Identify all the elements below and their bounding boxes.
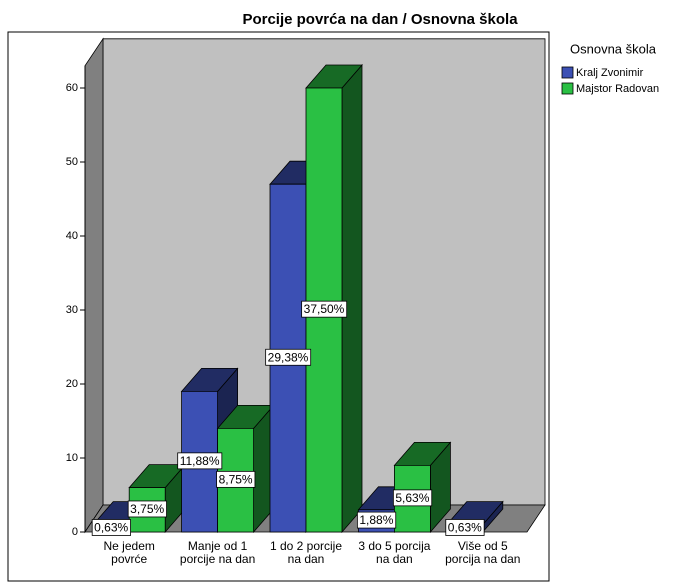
left-wall xyxy=(84,37,104,534)
legend-label: Kralj Zvonimir xyxy=(576,67,644,79)
value-label-box xyxy=(216,470,256,488)
value-label: 1,88% xyxy=(359,513,393,527)
value-label-box xyxy=(177,452,223,470)
value-label: 0,63% xyxy=(94,520,128,534)
value-label-box xyxy=(445,519,485,536)
value-label-box xyxy=(301,300,348,318)
value-label: 5,63% xyxy=(395,491,429,505)
y-tick-label: 40 xyxy=(66,230,78,242)
value-label-box xyxy=(392,489,433,507)
x-tick-label: Ne jedem povrće xyxy=(103,539,155,566)
y-tick-label: 50 xyxy=(66,156,78,168)
legend-swatch xyxy=(561,82,574,95)
legend-swatch xyxy=(561,66,574,79)
x-tick-label: Više od 5 porcija na dan xyxy=(445,539,521,566)
x-tick-label: Manje od 1 porcije na dan xyxy=(179,539,256,566)
bar-side xyxy=(341,63,363,534)
value-label: 29,38% xyxy=(268,350,309,364)
value-label: 3,75% xyxy=(130,502,164,516)
y-tick-label: 20 xyxy=(66,378,78,390)
bar xyxy=(305,63,363,534)
y-tick-label: 60 xyxy=(66,82,78,94)
value-label-box xyxy=(265,348,312,366)
x-tick-label: 3 do 5 porcija na dan xyxy=(358,539,431,566)
value-label: 11,88% xyxy=(180,454,220,468)
legend-label: Majstor Radovan xyxy=(576,83,659,95)
y-tick-label: 10 xyxy=(66,452,78,464)
chart-title: Porcije povrća na dan / Osnovna škola xyxy=(242,11,518,28)
y-tick-label: 30 xyxy=(66,304,78,316)
value-label: 8,75% xyxy=(219,472,253,486)
value-label: 37,50% xyxy=(304,302,345,316)
value-label-box xyxy=(127,500,167,518)
bar xyxy=(393,441,452,534)
y-tick-label: 0 xyxy=(72,526,78,538)
value-label-box xyxy=(356,511,397,529)
bar xyxy=(216,404,275,534)
legend-title: Osnovna škola xyxy=(570,41,657,56)
value-label-box xyxy=(91,519,131,536)
x-tick-label: 1 do 2 porcije na dan xyxy=(269,539,343,566)
value-label: 0,63% xyxy=(448,520,482,534)
